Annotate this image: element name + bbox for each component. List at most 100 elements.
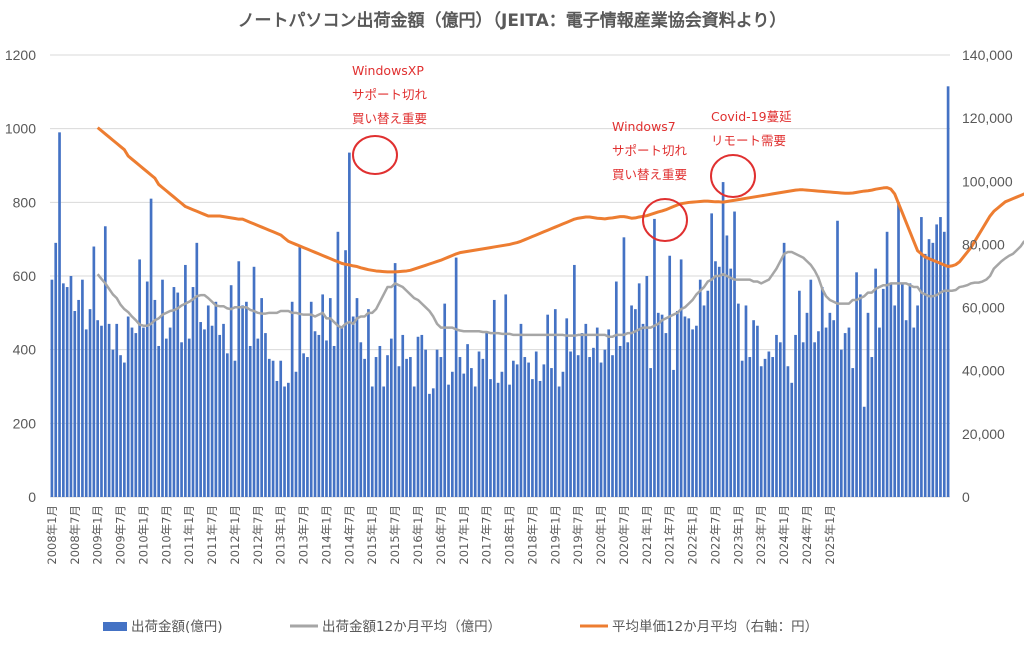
bar (237, 261, 241, 497)
bar (222, 323, 225, 497)
x-tick-label: 2009年7月 (114, 505, 128, 565)
bar (397, 366, 401, 497)
x-tick-label: 2012年7月 (251, 505, 265, 565)
bar (142, 327, 145, 497)
x-tick-label: 2008年1月 (45, 505, 59, 565)
bar (191, 287, 195, 497)
bar (126, 316, 130, 497)
bar (916, 305, 919, 497)
bar (729, 268, 733, 497)
bar (508, 384, 511, 497)
left-axis-tick-label: 800 (13, 194, 37, 210)
bar (675, 310, 679, 497)
bar (462, 373, 466, 497)
right-axis-tick-label: 20,000 (962, 426, 1005, 442)
x-tick-label: 2019年7月 (571, 505, 585, 565)
x-tick-label: 2018年1月 (503, 505, 517, 565)
annotation-circle (642, 198, 688, 242)
bar (942, 231, 946, 498)
bar (900, 283, 904, 497)
bar (740, 360, 744, 497)
annotation-text: Windows7 (612, 119, 676, 134)
bar (252, 266, 256, 497)
bar (771, 357, 775, 497)
bar (138, 259, 141, 497)
x-tick-label: 2018年7月 (525, 505, 539, 565)
bar (409, 357, 412, 497)
x-tick-label: 2015年7月 (388, 505, 402, 565)
x-tick-label: 2008年7月 (68, 505, 82, 565)
series-line-12mo-avg (96, 240, 1024, 339)
bar (69, 276, 73, 497)
bar (580, 333, 584, 497)
bar (660, 314, 664, 497)
bar (96, 320, 100, 497)
annotation-text: 買い替え重要 (352, 111, 427, 126)
bar (584, 323, 588, 497)
bar (481, 358, 485, 497)
bar (447, 384, 450, 497)
x-tick-label: 2017年1月 (457, 505, 471, 565)
bar (325, 340, 328, 497)
bar (130, 327, 134, 497)
bar (832, 320, 836, 497)
bar (767, 351, 771, 497)
bar (267, 358, 271, 497)
bar (157, 345, 161, 497)
bar (542, 364, 546, 497)
annotation-circle (352, 135, 398, 175)
bar (302, 353, 305, 497)
bar (386, 355, 389, 497)
bar (546, 314, 550, 497)
left-axis-tick-label: 0 (28, 489, 36, 505)
bar (592, 347, 595, 497)
bar (328, 298, 332, 497)
x-tick-label: 2013年7月 (297, 505, 311, 565)
bar (553, 309, 557, 497)
bar (161, 279, 164, 497)
bar (576, 355, 580, 497)
bar (649, 368, 652, 497)
x-tick-label: 2020年7月 (617, 505, 631, 565)
bar (923, 253, 927, 497)
bar (851, 368, 855, 497)
left-axis-tick-label: 600 (13, 268, 37, 284)
bar (717, 266, 721, 497)
bar (881, 288, 885, 497)
bar (634, 309, 637, 497)
bar (855, 272, 858, 497)
bar (134, 333, 138, 497)
bar (557, 386, 561, 497)
annotation-text: Covid-19蔓延 (711, 109, 792, 124)
bar (420, 334, 424, 497)
x-tick-label: 2021年1月 (640, 505, 654, 565)
bar (878, 327, 881, 497)
bar (218, 334, 222, 497)
bar (363, 358, 366, 497)
bar (836, 220, 839, 497)
bar (798, 290, 801, 497)
x-tick-label: 2024年7月 (800, 505, 814, 565)
bar (744, 305, 748, 497)
legend-swatch (103, 622, 127, 631)
bar (321, 294, 325, 497)
bar (626, 342, 630, 497)
bar (489, 379, 492, 497)
x-axis-ticks: 2008年1月 2008年7月 2009年1月 2009年7月 2010年1月 2010年… (45, 505, 837, 565)
bar (531, 379, 534, 497)
bar (405, 358, 408, 497)
line-series (96, 126, 1024, 339)
bar (84, 329, 88, 497)
bar (500, 371, 504, 497)
bar (245, 301, 248, 497)
x-tick-label: 2011年1月 (182, 505, 196, 565)
bar (805, 312, 809, 497)
bar (287, 382, 290, 497)
bar (416, 336, 420, 497)
bar (893, 305, 897, 497)
bar (145, 281, 149, 497)
bar (939, 217, 942, 498)
x-tick-label: 2014年1月 (320, 505, 334, 565)
bar (412, 386, 416, 497)
bar (786, 366, 790, 497)
